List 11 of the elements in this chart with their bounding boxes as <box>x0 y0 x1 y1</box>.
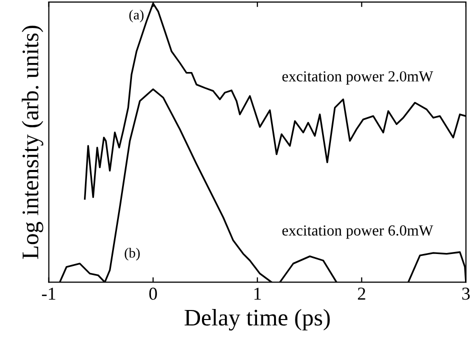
x-tick-label: 2 <box>358 288 366 300</box>
series-label: excitation power 2.0mW <box>282 71 434 85</box>
x-tick-label: 0 <box>149 288 157 300</box>
series-label: excitation power 6.0mW <box>282 225 434 239</box>
annotation: (b) <box>124 248 140 261</box>
x-tick-label: 1 <box>254 288 261 300</box>
x-axis-title: Delay time (ps) <box>184 309 330 330</box>
x-tick-label: 3 <box>462 288 470 300</box>
annotation: (a) <box>129 10 144 22</box>
x-tick-label: -1 <box>42 288 56 300</box>
y-axis-title: Log intensity (arb. units) <box>22 26 44 259</box>
